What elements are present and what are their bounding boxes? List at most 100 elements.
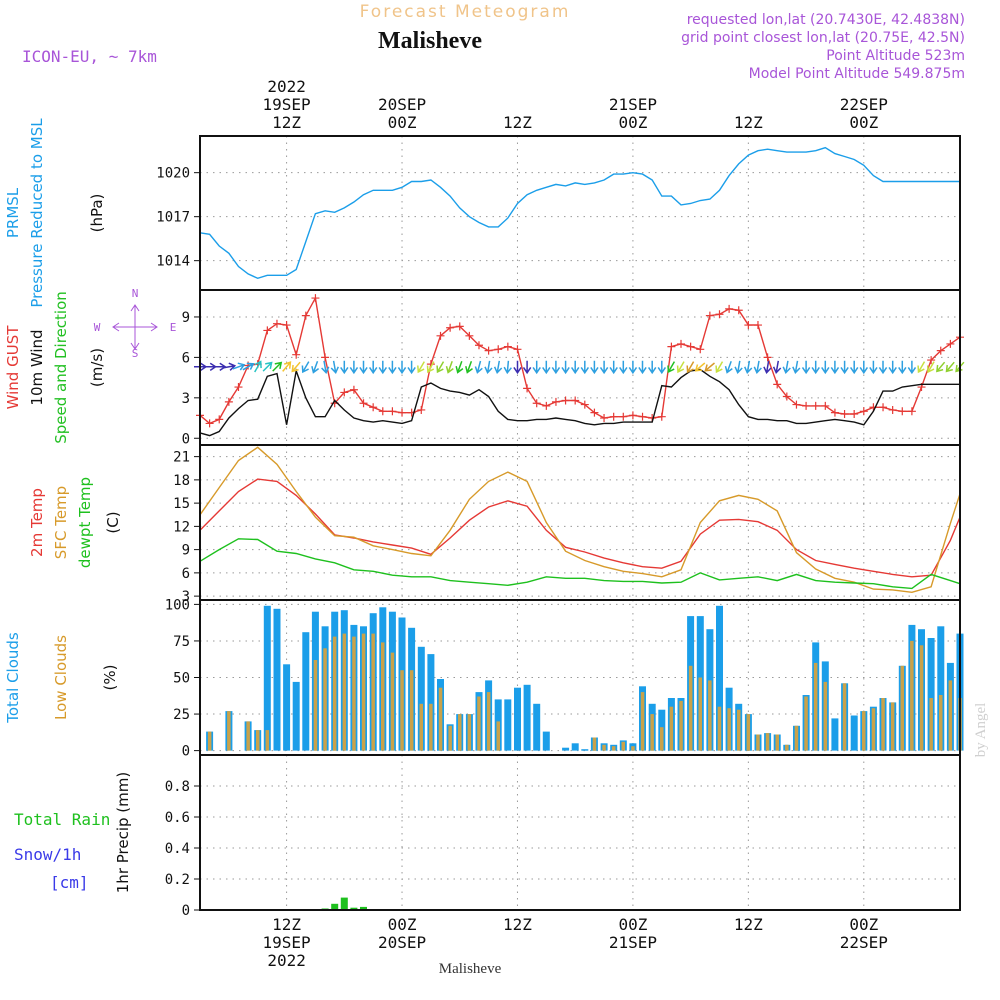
y-tick-label: 6 (182, 350, 190, 366)
axis-label: PRMSL (4, 187, 22, 238)
wind-direction-arrow (368, 360, 378, 375)
legend-entry: Total Rain (14, 810, 110, 829)
bar-low-clouds (881, 698, 885, 751)
y-tick-label: 18 (173, 473, 190, 489)
bar-low-clouds (679, 700, 683, 751)
bar-low-clouds (919, 645, 924, 751)
gust-point (311, 294, 320, 303)
header-closest: grid point closest lon,lat (20.75E, 42.5… (681, 30, 965, 46)
gust-point (551, 397, 560, 406)
gust-point (840, 410, 849, 418)
time-label-bottom: 00Z (388, 915, 417, 934)
bar-low-clouds (409, 670, 414, 751)
bar-low-clouds (813, 662, 818, 751)
gust-point (888, 405, 897, 414)
wind-direction-arrow (619, 360, 628, 375)
axis-label: 10m Wind (28, 329, 46, 405)
wind-direction-arrow (262, 361, 273, 372)
gust-point (580, 400, 589, 409)
header-model: ICON-EU, ~ 7km (22, 47, 157, 66)
bar-low-clouds (323, 648, 327, 751)
axis-label: 1hr Precip (mm) (114, 772, 132, 893)
bar-low-clouds (361, 633, 366, 751)
wind-direction-arrow (417, 361, 425, 374)
legend-entry: Snow/1h (14, 845, 81, 864)
wind-direction-arrow (561, 360, 570, 375)
bar-low-clouds (486, 692, 491, 751)
bar-total-clouds (831, 718, 839, 751)
bar-total-clouds (427, 654, 435, 751)
bar-total-clouds (562, 747, 570, 751)
gust-point (282, 321, 291, 330)
bar-low-clouds (265, 730, 270, 751)
bar-low-clouds (948, 680, 953, 751)
bar-low-clouds (438, 687, 443, 751)
bar-low-clouds (775, 734, 779, 751)
gust-point (609, 412, 618, 421)
bar-low-clouds (756, 734, 760, 751)
bar-total-clouds (263, 605, 271, 751)
header-point-altitude: Point Altitude 523m (826, 48, 965, 64)
time-label-bottom: 22SEP (840, 933, 888, 952)
bar-low-clouds (342, 633, 347, 751)
wind-direction-arrow (282, 361, 292, 372)
wind-direction-arrow (426, 361, 435, 374)
y-tick-label: 21 (173, 450, 190, 466)
wind-direction-arrow (628, 360, 638, 375)
gust-point (417, 405, 426, 414)
gust-point (532, 399, 541, 408)
wind-direction-arrow (945, 361, 955, 373)
gust-point (542, 401, 551, 410)
gust-point (359, 399, 368, 408)
gust-point (946, 339, 955, 348)
bar-low-clouds (381, 642, 385, 751)
wind-direction-arrow (744, 360, 753, 375)
bar-total-clouds (542, 731, 550, 751)
gust-point (773, 380, 782, 389)
wind-direction-arrow (638, 360, 647, 375)
bar-low-clouds (332, 636, 337, 751)
bar-low-clouds (496, 721, 500, 751)
gust-point (321, 353, 330, 362)
y-tick-label: 50 (173, 671, 190, 687)
wind-direction-arrow (898, 360, 907, 375)
gust-point (388, 407, 397, 416)
bar-low-clouds (602, 744, 606, 751)
series-line-sfc-temp (199, 446, 961, 594)
bar-total-clouds (581, 749, 589, 751)
axis-label: 2m Temp (28, 488, 46, 557)
bar-low-clouds (785, 744, 789, 751)
gust-point (292, 350, 301, 359)
compass-s: S (132, 347, 139, 360)
wind-direction-arrow (291, 361, 301, 373)
time-label-top: 2022 (267, 77, 306, 96)
compass-w: W (94, 321, 101, 334)
y-tick-label: 0.6 (165, 810, 190, 826)
bar-low-clouds (592, 737, 597, 751)
gust-point (628, 411, 637, 420)
gust-point (561, 396, 570, 405)
gust-point (571, 396, 580, 405)
gust-point (263, 326, 272, 335)
wind-direction-arrow (445, 360, 454, 374)
bar-low-clouds (929, 698, 933, 751)
wind-direction-arrow (484, 360, 493, 375)
axis-label: Total Clouds (4, 632, 22, 724)
bar-total-clouds (927, 638, 935, 751)
wind-direction-arrow (704, 362, 715, 372)
axis-label: dewpt Temp (76, 477, 94, 568)
gust-point (879, 403, 888, 412)
wind-direction-arrow (801, 360, 811, 375)
y-tick-label: 1017 (156, 210, 190, 226)
time-label-bottom: 20SEP (378, 933, 426, 952)
wind-direction-arrow (321, 360, 330, 375)
bar-total-clouds (571, 743, 579, 751)
header-requested: requested lon,lat (20.7430E, 42.4838N) (687, 12, 965, 28)
bar-low-clouds (746, 714, 751, 751)
panel-pressure: 1014 1017 1020 PRMSL Pressure Reduced to MSL… (4, 118, 961, 308)
wind-direction-arrow (311, 360, 320, 374)
bar-low-clouds (650, 714, 654, 751)
wind-direction-arrow (493, 360, 503, 375)
bar-low-clouds (910, 640, 914, 751)
